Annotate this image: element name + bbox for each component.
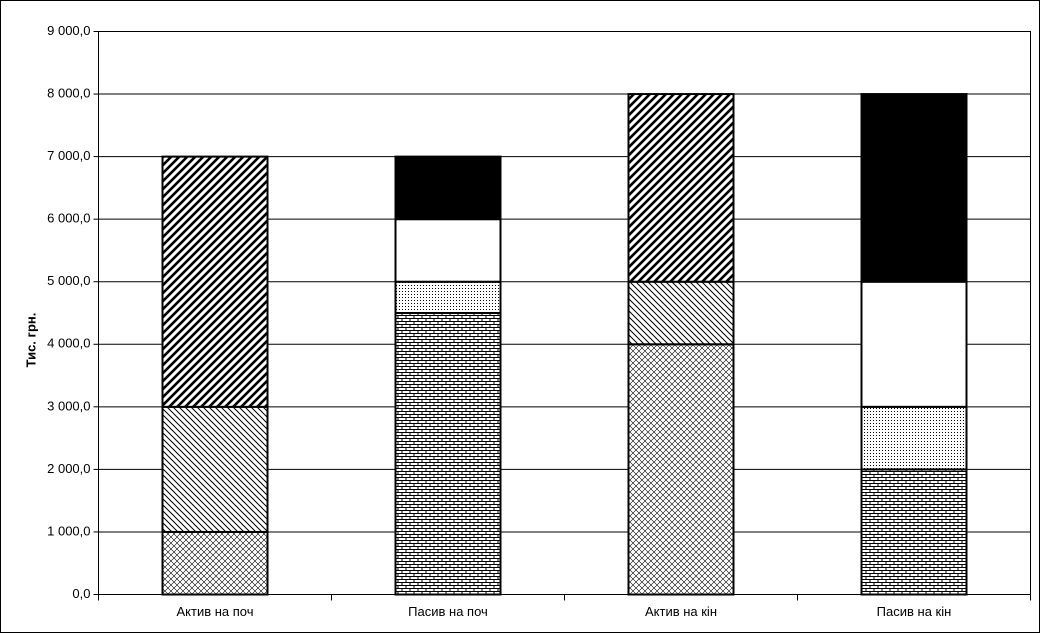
bar-segment <box>161 155 269 408</box>
y-axis-label: Тис. грн. <box>23 313 38 368</box>
plot-border <box>98 31 1031 595</box>
y-tick-label: 6 000,0 <box>47 211 90 226</box>
y-tick-label: 4 000,0 <box>47 336 90 351</box>
bar-segment <box>627 280 735 346</box>
y-tick-label: 1 000,0 <box>47 523 90 538</box>
y-tick-label: 2 000,0 <box>47 461 90 476</box>
bar-segment <box>860 405 968 471</box>
x-tick-label: Пасив на кін <box>877 604 952 619</box>
bar-segment <box>627 343 735 596</box>
x-tick-label: Актив на кін <box>645 604 717 619</box>
x-tick-label: Актив на поч <box>176 604 253 619</box>
bar-segment <box>860 93 968 283</box>
y-tick-label: 8 000,0 <box>47 85 90 100</box>
y-tick-label: 7 000,0 <box>47 148 90 163</box>
bar-segment <box>394 155 502 221</box>
y-tick-label: 5 000,0 <box>47 273 90 288</box>
bar-segment <box>860 280 968 408</box>
x-tick-label: Пасив на поч <box>408 604 488 619</box>
y-tick-label: 0,0 <box>72 586 90 601</box>
bar-segment <box>394 280 502 315</box>
y-tick-label: 9 000,0 <box>47 23 90 38</box>
bar-segment <box>394 218 502 283</box>
bar-segment <box>161 405 269 533</box>
y-tick-label: 3 000,0 <box>47 398 90 413</box>
bar-segment <box>394 312 502 596</box>
bar-segment <box>161 530 269 596</box>
bar-segment <box>860 468 968 596</box>
bar-segment <box>627 93 735 283</box>
